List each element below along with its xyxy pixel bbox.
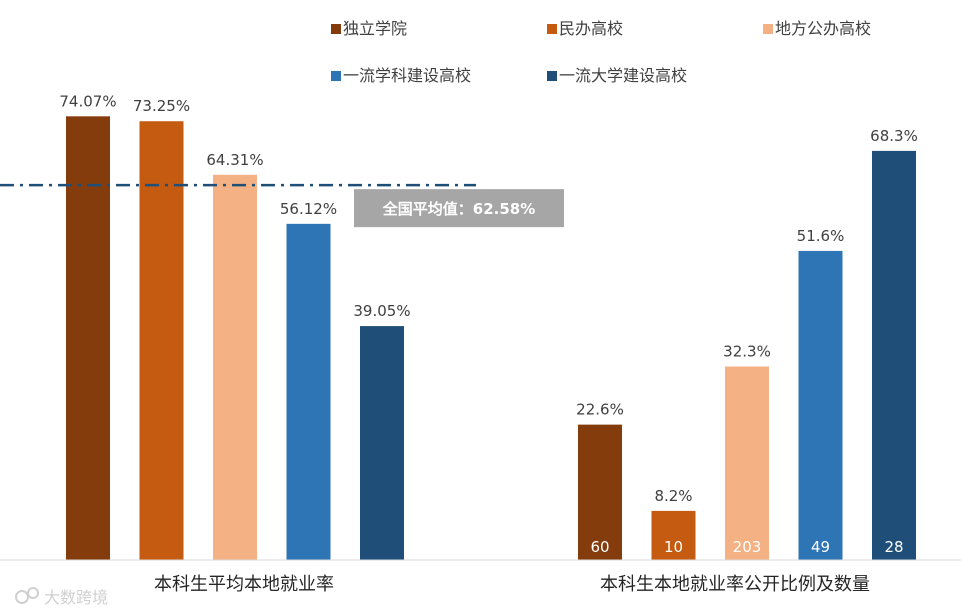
bar-left-2 <box>139 121 184 561</box>
legend-swatch-2 <box>547 24 557 34</box>
count-label-4: 49 <box>811 538 830 556</box>
watermark-logo: 大数跨境 <box>15 587 108 607</box>
bar-left-3 <box>213 174 257 561</box>
legend-swatch-5 <box>547 71 557 81</box>
average-label-box <box>354 189 564 228</box>
group-label-left: 本科生平均本地就业率 <box>154 574 334 595</box>
data-label-right-3: 32.3% <box>723 343 771 361</box>
data-label-right-1: 22.6% <box>576 401 624 419</box>
data-label-left-5: 39.05% <box>353 302 410 320</box>
bar-right-4 <box>798 250 843 560</box>
data-label-left-1: 74.07% <box>59 92 116 110</box>
count-label-1: 60 <box>590 538 609 556</box>
data-label-right-4: 51.6% <box>797 227 845 245</box>
bar-right-5 <box>872 150 916 560</box>
data-label-right-2: 8.2% <box>654 487 692 505</box>
data-label-left-4: 56.12% <box>280 200 337 218</box>
bar-right-3 <box>725 366 769 560</box>
bar-group-disclosure-ratio: 22.6% 60 8.2% 10 32.3% 203 51.6% 49 68.3% 28 <box>576 127 918 560</box>
average-label: 全国平均值：62.58% <box>382 200 535 218</box>
bar-right-1 <box>578 424 622 560</box>
legend-swatch-1 <box>331 24 341 34</box>
legend-label-5: 一流大学建设高校 <box>559 66 687 85</box>
legend-label-4: 一流学科建设高校 <box>343 66 471 85</box>
bar-left-1 <box>66 116 110 560</box>
bar-group-local-employment-rate: 74.07% 73.25% 64.31% 56.12% 39.05% <box>59 92 411 561</box>
bar-right-2 <box>651 510 696 560</box>
legend-label-1: 独立学院 <box>343 19 407 38</box>
legend-label-3: 地方公办高校 <box>775 19 871 38</box>
data-label-left-3: 64.31% <box>206 151 263 169</box>
bar-left-5 <box>360 326 404 560</box>
legend-swatch-4 <box>331 71 341 81</box>
data-label-right-5: 68.3% <box>870 127 918 145</box>
legend-label-2: 民办高校 <box>559 19 623 38</box>
group-label-right: 本科生本地就业率公开比例及数量 <box>600 574 870 595</box>
watermark-text: 大数跨境 <box>44 588 108 607</box>
count-label-2: 10 <box>664 538 683 556</box>
data-label-left-2: 73.25% <box>133 97 190 115</box>
count-label-5: 28 <box>884 538 903 556</box>
legend-swatch-3 <box>763 24 773 34</box>
watermark-logo-icon <box>15 590 29 604</box>
count-label-3: 203 <box>733 538 762 556</box>
watermark-logo-icon <box>27 587 39 599</box>
bar-left-4 <box>286 223 331 561</box>
